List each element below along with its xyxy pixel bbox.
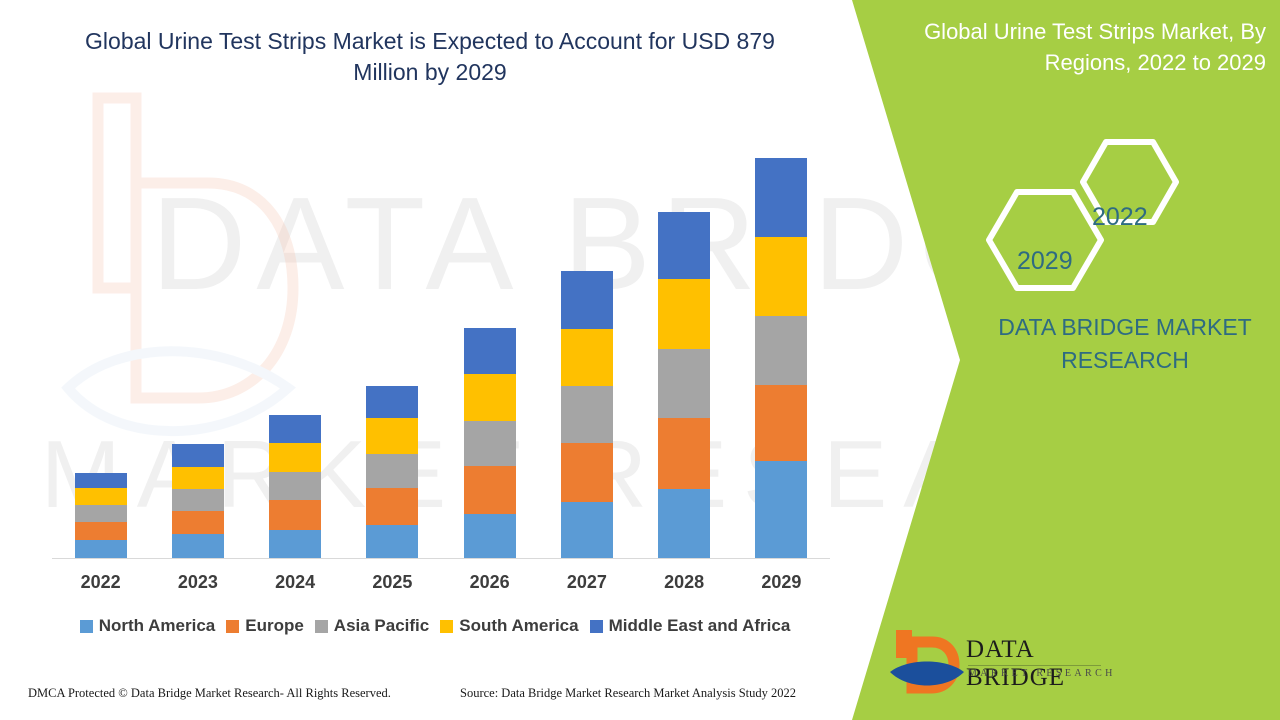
- bar-segment: [269, 415, 322, 444]
- bar-segment: [658, 489, 711, 558]
- x-axis-labels: 2022 2023 2024 2025 2026 2027 2028 2029: [52, 572, 830, 602]
- bar-segment: [463, 420, 516, 466]
- legend-swatch-icon: [440, 619, 454, 633]
- bar-segment: [560, 329, 613, 387]
- x-axis-label-2029: 2029: [761, 572, 802, 592]
- bar-segment: [560, 502, 613, 558]
- bar-segment: [658, 212, 711, 279]
- legend-swatch-icon: [226, 619, 240, 633]
- panel-title: Global Urine Test Strips Market, By Regi…: [924, 19, 1266, 75]
- watermark-logo-icon: [61, 92, 299, 437]
- footer-source: Source: Data Bridge Market Research Mark…: [460, 686, 797, 700]
- hexagon-2029-icon: [986, 189, 1104, 291]
- data-bridge-mark-icon: [890, 630, 964, 694]
- bar-segment: [658, 418, 711, 490]
- hexagon-year-end: 2029: [1017, 247, 1073, 275]
- hexagon-icons: [986, 139, 1179, 291]
- x-axis-label-2025: 2025: [372, 572, 413, 592]
- bar-segment: [171, 489, 224, 511]
- x-axis-label-2026: 2026: [469, 572, 510, 592]
- bar-2028: [658, 212, 711, 558]
- bar-segment: [463, 465, 516, 514]
- bar-segment: [269, 500, 322, 531]
- bar-segment: [560, 271, 613, 330]
- legend-item[interactable]: Middle East and Africa: [589, 616, 791, 636]
- bar-segment: [755, 157, 808, 238]
- bar-segment: [74, 488, 127, 506]
- bar-segment: [366, 453, 419, 489]
- bar-segment: [171, 466, 224, 490]
- chart-legend: North America Europe Asia Pacific South Ame…: [40, 616, 830, 636]
- legend-label: Europe: [245, 616, 304, 635]
- bar-segment: [74, 521, 127, 540]
- bar-segment: [366, 418, 419, 454]
- bar-segment: [463, 513, 516, 558]
- hexagon-badges: 2022 2029: [975, 132, 1195, 292]
- bar-segment: [171, 534, 224, 558]
- legend-item[interactable]: South America: [440, 616, 579, 636]
- legend-item[interactable]: Europe: [226, 616, 304, 636]
- bar-segment: [366, 488, 419, 525]
- logo-subtext: MARKET RESEARCH: [968, 668, 1116, 679]
- page-title: Global Urine Test Strips Market is Expec…: [85, 28, 775, 85]
- legend-label: Asia Pacific: [333, 616, 430, 635]
- bar-segment: [269, 530, 322, 558]
- data-bridge-logo: DATA BRIDGE MARKET RESEARCH: [888, 628, 1118, 698]
- brand-name: DATA BRIDGE MARKET RESEARCH: [998, 314, 1252, 373]
- bar-segment: [269, 443, 322, 473]
- bar-segment: [755, 316, 808, 386]
- bar-segment: [658, 348, 711, 419]
- hexagon-2022-icon: [1080, 139, 1179, 225]
- legend-swatch-icon: [314, 619, 328, 633]
- legend-label: South America: [459, 616, 579, 635]
- x-axis-label-2028: 2028: [664, 572, 705, 592]
- bar-chart-plot: [52, 150, 830, 558]
- bar-segment: [755, 461, 808, 558]
- bar-segment: [74, 505, 127, 522]
- bar-segment: [463, 328, 516, 375]
- x-axis-line: [52, 558, 830, 559]
- x-axis-label-2024: 2024: [275, 572, 316, 592]
- bar-segment: [171, 444, 224, 467]
- bar-2022: [74, 473, 127, 558]
- legend-label: North America: [98, 616, 216, 635]
- bar-2029: [755, 157, 808, 558]
- bar-segment: [74, 539, 127, 558]
- bar-segment: [560, 386, 613, 444]
- legend-item[interactable]: North America: [79, 616, 216, 636]
- legend-item[interactable]: Asia Pacific: [314, 616, 430, 636]
- legend-label: Middle East and Africa: [608, 616, 791, 635]
- bar-segment: [74, 473, 127, 489]
- x-axis-label-2022: 2022: [80, 572, 121, 592]
- x-axis-label-2027: 2027: [566, 572, 607, 592]
- bar-segment: [171, 510, 224, 535]
- bar-segment: [658, 278, 711, 349]
- bar-2025: [366, 386, 419, 558]
- bar-segment: [755, 237, 808, 317]
- legend-swatch-icon: [589, 619, 603, 633]
- bar-segment: [366, 386, 419, 419]
- bar-segment: [269, 472, 322, 501]
- bar-segment: [560, 443, 613, 503]
- bar-segment: [755, 385, 808, 462]
- logo-divider: [968, 665, 1101, 666]
- footer-copyright: DMCA Protected © Data Bridge Market Rese…: [28, 686, 391, 700]
- x-axis-label-2023: 2023: [177, 572, 218, 592]
- logo-text: DATA BRIDGE: [966, 636, 1066, 691]
- bar-2023: [171, 444, 224, 558]
- bar-segment: [463, 374, 516, 421]
- bar-2027: [560, 271, 613, 558]
- bar-2024: [269, 415, 322, 558]
- bar-segment: [366, 524, 419, 558]
- legend-swatch-icon: [79, 619, 93, 633]
- bar-2026: [463, 328, 516, 558]
- hexagon-year-start: 2022: [1092, 203, 1148, 231]
